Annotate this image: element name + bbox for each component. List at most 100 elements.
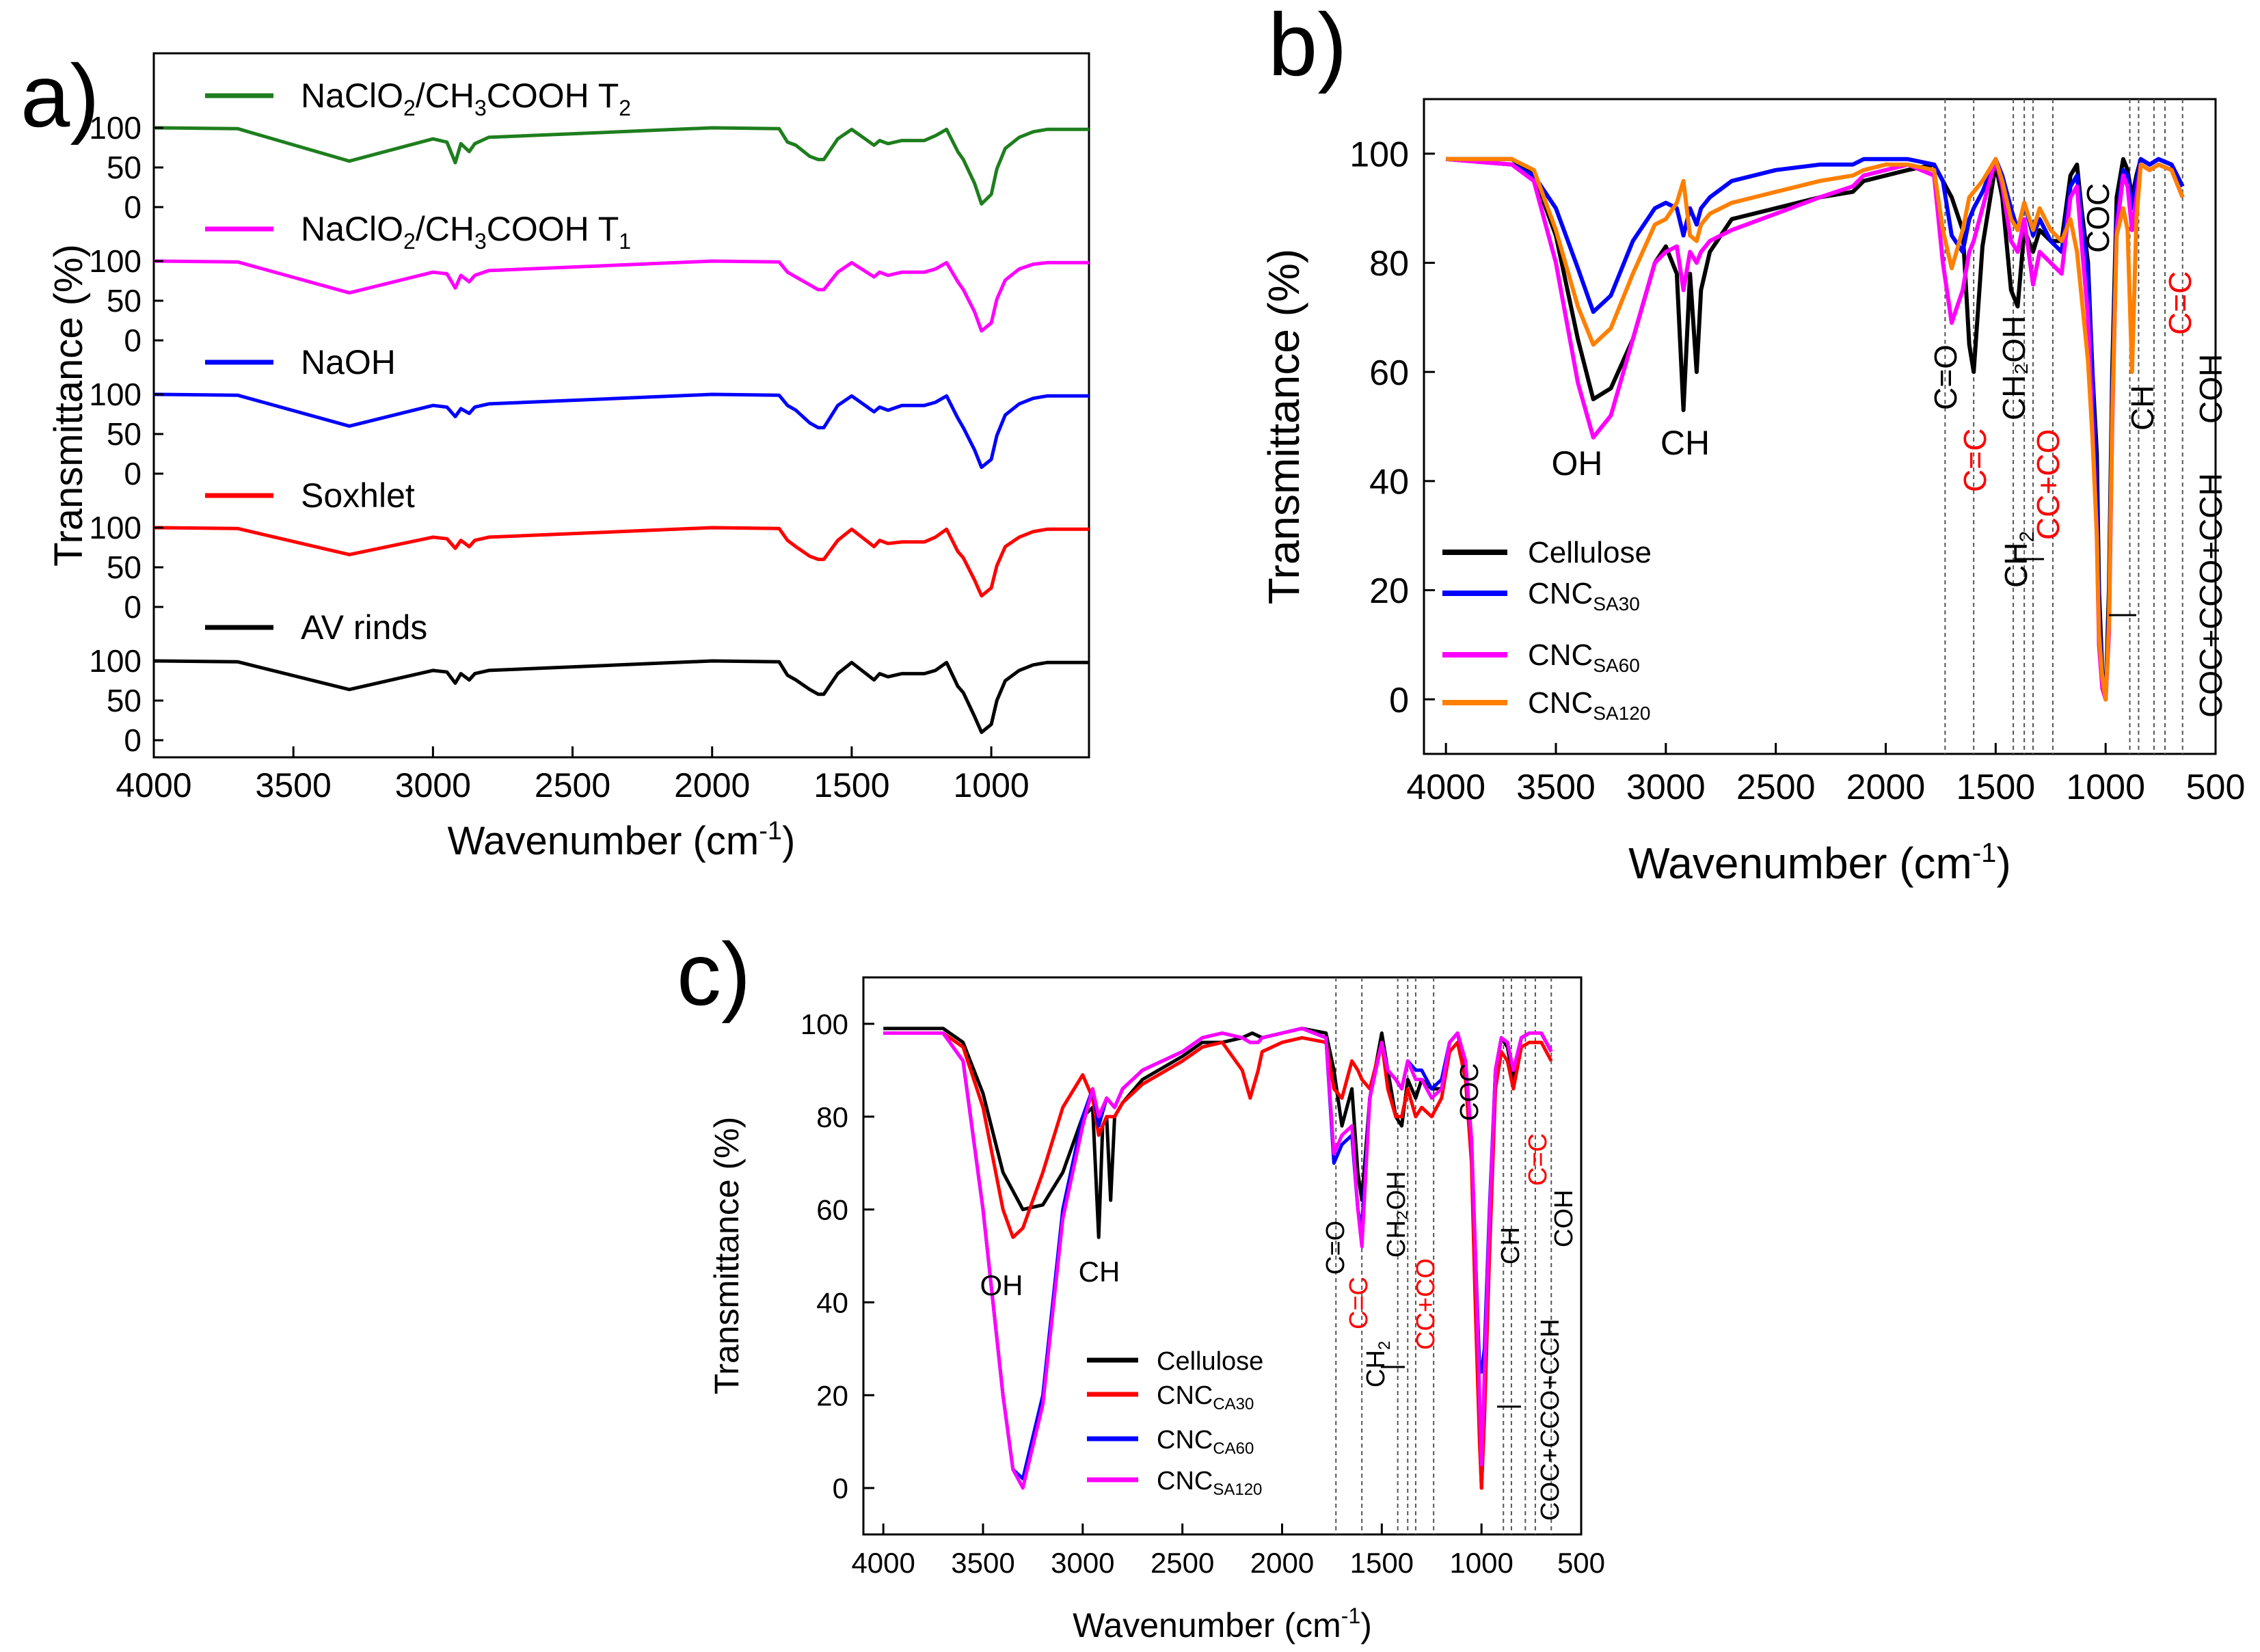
y-tick-label-c: 80 [816,1101,848,1133]
legend-c-cellulose: Cellulose [1157,1347,1263,1376]
x-tick-label-c: 2500 [1151,1547,1214,1579]
y-tick-label-a: 0 [124,456,142,491]
y-tick-label-a: 0 [124,189,142,225]
x-tick-label-b: 500 [2186,768,2246,807]
legend-label-naoh: NaOH [301,343,396,381]
series-c-cellulose [883,1027,1553,1490]
y-tick-label-a: 100 [89,377,142,412]
anno-c-ch-low: CH [1496,1227,1525,1264]
anno-c-cc-low: C=C [1524,1133,1552,1186]
y-tick-label-b: 0 [1389,681,1409,720]
y-tick-label-a: 100 [89,243,142,279]
panel-a-series [153,126,1089,734]
panel-c-xlabel: Wavenumber (cm-1) [1073,1603,1372,1644]
y-tick-label-c: 100 [801,1008,848,1040]
x-tick-label-b: 1500 [1956,768,2035,807]
panel-a-frame [152,52,1090,759]
anno-b-ch-low: CH [2125,385,2160,431]
x-tick-label-c: 500 [1557,1547,1605,1579]
x-tick-label-b: 4000 [1406,768,1485,807]
panel-c-frame [862,976,1583,1536]
anno-b-coc: COC [2080,183,2116,253]
y-tick-label-c: 20 [816,1379,848,1411]
y-tick-label-a: 50 [107,550,142,585]
series-a-av-rinds [153,659,1089,734]
panel-b-annotations: OH CH C=O C=C CH2 CH₂OH CC+CO COC CH C=C… [1552,183,2229,718]
panel-b-series [1445,157,2185,702]
y-tick-label-a: 50 [107,283,142,319]
panel-c-series [883,1027,1553,1490]
panel-c-label: c) [677,924,751,1024]
panel-c: c) 4000 3500 3000 2500 2000 1500 1000 500 0 20 40 6… [677,924,1605,1644]
panel-b-legend: Cellulose CNCSA30 CNCSA60 CNCSA120 [1442,536,1652,724]
x-tick-label-a: 1500 [813,766,889,804]
panel-a-ylabel: Transmittance (%) [46,244,91,567]
y-tick-label-b: 80 [1369,244,1409,284]
y-tick-label-b: 20 [1369,571,1409,611]
series-b-cellulose [1446,157,2185,702]
y-tick-label-a: 0 [124,323,142,358]
anno-c-coh: COH [1550,1190,1578,1247]
y-tick-label-a: 100 [89,510,142,545]
y-tick-label-a: 50 [107,150,142,185]
panel-c-ticks: 4000 3500 3000 2500 2000 1500 1000 500 0 20 40 60 80… [801,1008,1605,1579]
anno-b-oh: OH [1552,444,1603,483]
panel-b-xlabel: Wavenumber (cm-1) [1628,838,2011,888]
panel-c-legend: Cellulose CNCCA30 CNCCA60 CNCSA120 [1087,1347,1263,1499]
anno-b-cc: C=C [1957,429,1993,492]
panel-c-reference-lines [1335,977,1552,1534]
y-tick-label-c: 40 [816,1287,848,1319]
panel-b-ticks: 4000 3500 3000 2500 2000 1500 1000 500 0 20 40 60 80… [1349,135,2245,807]
anno-b-ccco: CC+CO [2030,429,2066,540]
legend-c-ca60: CNCCA60 [1157,1426,1254,1458]
panel-b-frame [1423,98,2217,755]
anno-b-ch2oh: CH₂OH [1996,316,2032,420]
x-tick-label-b: 3000 [1626,768,1706,807]
anno-b-coc-long: COC+CCO+CCH [2193,473,2229,718]
legend-c-ca30: CNCCA30 [1157,1381,1254,1413]
panel-b-label: b) [1268,0,1347,94]
x-tick-label-a: 2500 [535,766,610,804]
panel-c-ylabel: Transmittance (%) [708,1117,746,1395]
x-tick-label-b: 3500 [1516,768,1596,807]
panel-b-ylabel: Transmittance (%) [1259,249,1308,604]
y-tick-label-a: 50 [107,683,142,718]
series-c-cnc-sa120 [883,1027,1553,1490]
y-tick-label-a: 0 [124,589,142,625]
x-tick-label-a: 2000 [674,766,750,804]
x-tick-label-b: 1000 [2066,768,2145,807]
anno-c-ch2: CH2 [1362,1341,1394,1387]
y-tick-label-a: 50 [107,416,142,452]
y-tick-label-b: 60 [1369,353,1409,393]
x-tick-label-c: 3500 [951,1547,1014,1579]
panel-a-label: a) [21,46,100,146]
legend-b-sa120: CNCSA120 [1528,686,1650,724]
anno-c-ch: CH [1079,1256,1120,1288]
legend-c-sa120: CNCSA120 [1157,1467,1262,1499]
x-tick-label-b: 2000 [1846,768,1926,807]
x-tick-label-c: 3000 [1051,1547,1114,1579]
x-tick-label-a: 4000 [116,766,191,804]
panel-b: b) 4000 3500 3000 2500 2000 1500 1000 500 0 20 40 6… [1259,0,2245,888]
legend-b-sa30: CNCSA30 [1528,577,1640,614]
anno-c-co: C=O [1321,1221,1350,1275]
series-a-naclo2-ch3cooh-t1 [153,259,1089,333]
legend-label-soxhlet: Soxhlet [301,476,415,515]
series-a-naoh [153,392,1089,470]
legend-label-t1: NaClO2/CH3COOH T1 [301,210,631,254]
anno-c-cc: C=C [1345,1277,1373,1329]
x-tick-label-c: 2000 [1250,1547,1314,1579]
legend-b-cellulose: Cellulose [1528,536,1652,569]
legend-label-avrinds: AV rinds [301,608,427,647]
x-tick-label-a: 3500 [256,766,332,804]
y-tick-label-c: 0 [833,1472,848,1504]
series-a-soxhlet [153,526,1089,598]
anno-c-coc-long: COC+CCO+CCH [1536,1318,1565,1521]
y-tick-label-b: 100 [1349,135,1409,175]
anno-c-ch2oh: CH₂OH [1382,1171,1411,1258]
x-tick-label-a: 3000 [395,766,471,804]
panel-c-annotations: OH CH C=O C=C CH2 CH₂OH CC+CO COC CH C=C… [980,1064,1579,1521]
